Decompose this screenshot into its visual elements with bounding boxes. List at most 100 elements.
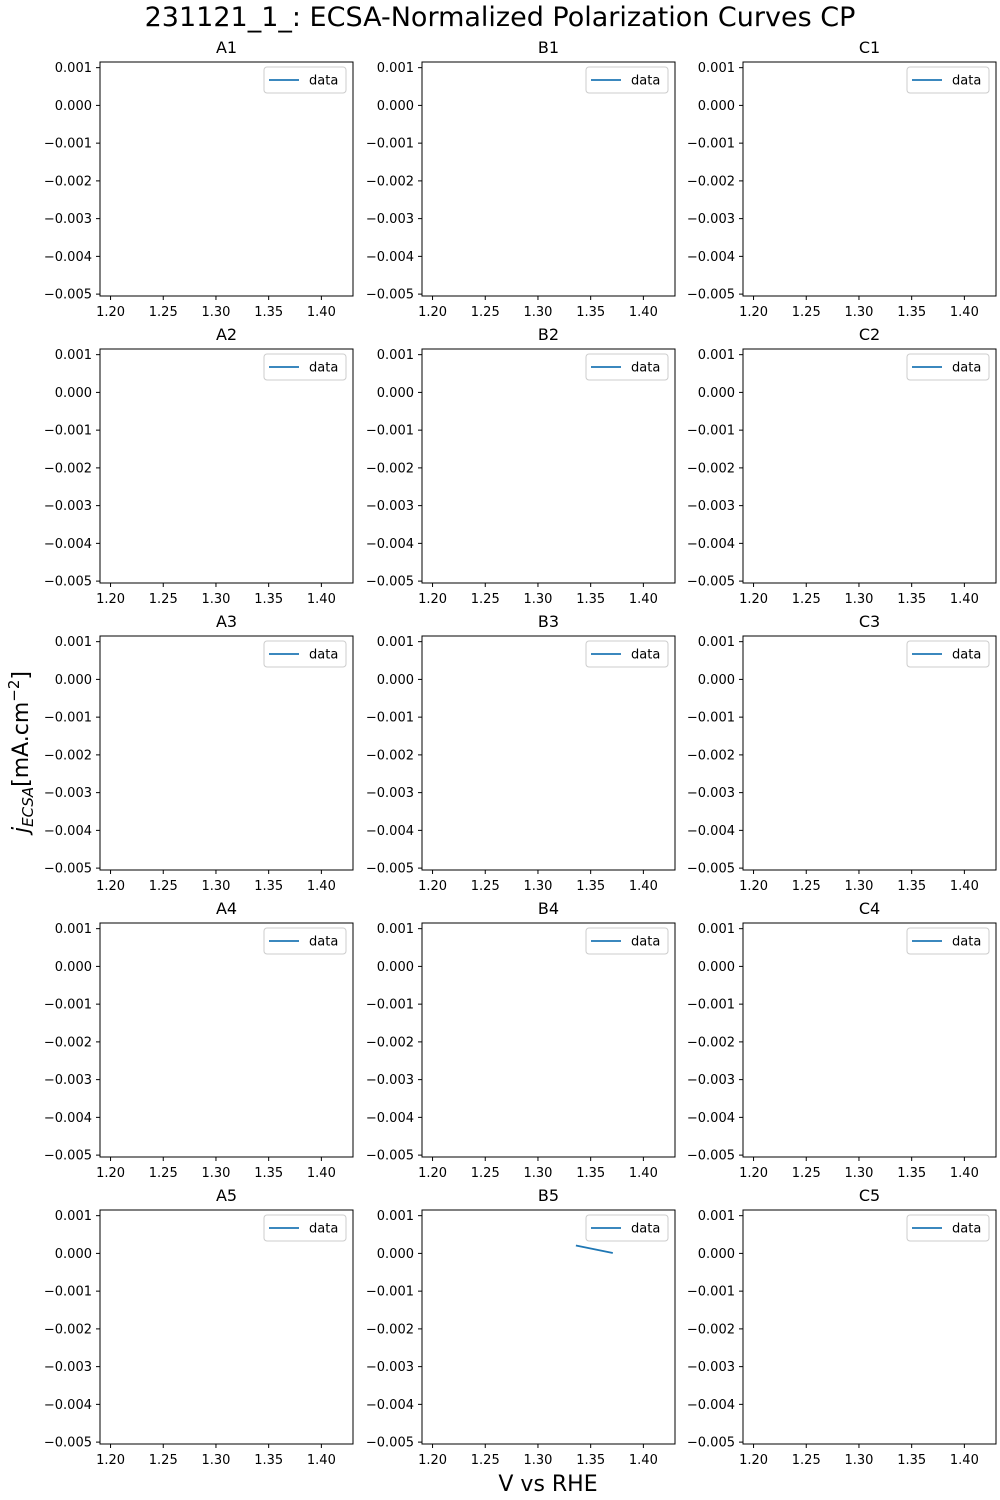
legend-label: data: [631, 935, 660, 950]
legend-box: [263, 1214, 347, 1242]
x-tick-label: 1.30: [844, 305, 873, 320]
y-axis-label-group: jECSA[mA.cm−2]: [5, 671, 37, 836]
y-tick-label: −0.004: [44, 537, 92, 552]
y-label-exponent: −2: [5, 680, 23, 702]
plot-area: [99, 922, 354, 1158]
x-tick-label: 1.25: [792, 305, 821, 320]
legend-box: [263, 66, 347, 94]
y-tick-label: −0.003: [687, 212, 735, 227]
y-tick-label: −0.001: [44, 137, 92, 152]
y-tick-label: 0.000: [377, 386, 414, 401]
subplot-title: B5: [538, 1186, 559, 1205]
x-tick-label: 1.35: [576, 879, 605, 894]
subplot-b2: B2 1.20 1.25 1.30 1.35 1.40 0.001 0.000 −0.001 −0…: [366, 325, 676, 607]
subplot-c1: C1 1.20 1.25 1.30 1.35 1.40 0.001 0.000 −0.001 −0…: [687, 38, 997, 320]
x-tick-label: 1.35: [576, 1453, 605, 1468]
legend-label: data: [952, 74, 981, 89]
x-tick-label: 1.40: [307, 879, 336, 894]
subplot-c2: C2 1.20 1.25 1.30 1.35 1.40 0.001 0.000 −0.001 −0…: [687, 325, 997, 607]
subplot-title: C4: [859, 899, 880, 918]
x-tick-label: 1.30: [523, 1453, 552, 1468]
y-tick-label: 0.000: [698, 386, 735, 401]
x-tick-label: 1.20: [739, 1453, 768, 1468]
y-tick-label: −0.005: [366, 862, 414, 877]
x-tick-label: 1.20: [739, 592, 768, 607]
y-tick-label: 0.000: [698, 1247, 735, 1262]
y-tick-label: 0.001: [55, 348, 92, 363]
legend: data: [585, 640, 669, 668]
plot-area: [99, 61, 354, 297]
y-tick-label: −0.003: [687, 786, 735, 801]
x-tick-label: 1.25: [792, 879, 821, 894]
y-tick-label: −0.001: [366, 711, 414, 726]
x-tick-label: 1.25: [471, 305, 500, 320]
x-tick-label: 1.25: [471, 1166, 500, 1181]
legend: data: [585, 66, 669, 94]
x-tick-label: 1.20: [96, 879, 125, 894]
figure-title: 231121_1_: ECSA-Normalized Polarization …: [145, 2, 856, 33]
subplot-title: A3: [216, 612, 237, 631]
y-tick-label: −0.005: [687, 1149, 735, 1164]
y-tick-label: −0.004: [44, 1111, 92, 1126]
x-tick-label: 1.25: [149, 1166, 178, 1181]
y-tick-label: −0.002: [44, 1035, 92, 1050]
x-tick-label: 1.30: [844, 1453, 873, 1468]
legend: data: [263, 353, 347, 381]
subplot-title: B2: [538, 325, 559, 344]
subplot-c4: C4 1.20 1.25 1.30 1.35 1.40 0.001 0.000 −0.001 −0…: [687, 899, 997, 1181]
x-tick-label: 1.30: [523, 305, 552, 320]
legend: data: [906, 1214, 990, 1242]
legend: data: [906, 66, 990, 94]
legend-box: [585, 66, 669, 94]
x-tick-label: 1.40: [629, 879, 658, 894]
y-tick-label: −0.002: [366, 1322, 414, 1337]
x-tick-label: 1.40: [950, 305, 979, 320]
y-tick-label: −0.004: [687, 824, 735, 839]
x-tick-label: 1.35: [576, 305, 605, 320]
y-tick-label: −0.002: [44, 748, 92, 763]
x-tick-label: 1.40: [307, 592, 336, 607]
y-tick-label: 0.000: [377, 99, 414, 114]
x-tick-label: 1.40: [629, 592, 658, 607]
y-axis-label: jECSA[mA.cm−2]: [5, 671, 37, 836]
legend-box: [906, 66, 990, 94]
x-tick-label: 1.25: [792, 1166, 821, 1181]
subplot-title: A4: [216, 899, 237, 918]
y-tick-label: 0.001: [698, 1209, 735, 1224]
legend: data: [906, 640, 990, 668]
y-tick-label: −0.005: [366, 1436, 414, 1451]
x-tick-label: 1.20: [739, 1166, 768, 1181]
legend-box: [585, 353, 669, 381]
legend-label: data: [309, 935, 338, 950]
y-tick-label: 0.001: [55, 61, 92, 76]
x-tick-label: 1.35: [897, 1453, 926, 1468]
y-tick-label: −0.002: [44, 174, 92, 189]
y-tick-label: −0.003: [44, 1360, 92, 1375]
x-tick-label: 1.20: [96, 592, 125, 607]
y-tick-label: 0.000: [377, 960, 414, 975]
y-tick-label: 0.001: [698, 922, 735, 937]
x-tick-label: 1.20: [739, 305, 768, 320]
y-tick-label: 0.001: [55, 922, 92, 937]
y-tick-label: 0.001: [377, 922, 414, 937]
y-tick-label: 0.000: [377, 673, 414, 688]
y-tick-label: −0.004: [366, 250, 414, 265]
plot-area: [421, 1209, 676, 1445]
x-tick-label: 1.40: [950, 592, 979, 607]
y-tick-label: −0.005: [687, 862, 735, 877]
y-tick-label: −0.004: [687, 1111, 735, 1126]
subplot-b1: B1 1.20 1.25 1.30 1.35 1.40 0.001 0.000 −0.001 −0…: [366, 38, 676, 320]
x-tick-label: 1.40: [307, 1453, 336, 1468]
plot-area: [421, 922, 676, 1158]
y-tick-label: −0.004: [366, 1398, 414, 1413]
x-tick-label: 1.40: [950, 879, 979, 894]
y-tick-label: −0.001: [44, 424, 92, 439]
y-tick-label: −0.005: [44, 1436, 92, 1451]
x-tick-label: 1.40: [307, 1166, 336, 1181]
y-tick-label: 0.000: [55, 960, 92, 975]
y-tick-label: −0.001: [687, 711, 735, 726]
y-tick-label: −0.001: [366, 998, 414, 1013]
y-tick-label: −0.003: [44, 499, 92, 514]
y-tick-label: −0.005: [44, 575, 92, 590]
y-tick-label: −0.003: [44, 212, 92, 227]
